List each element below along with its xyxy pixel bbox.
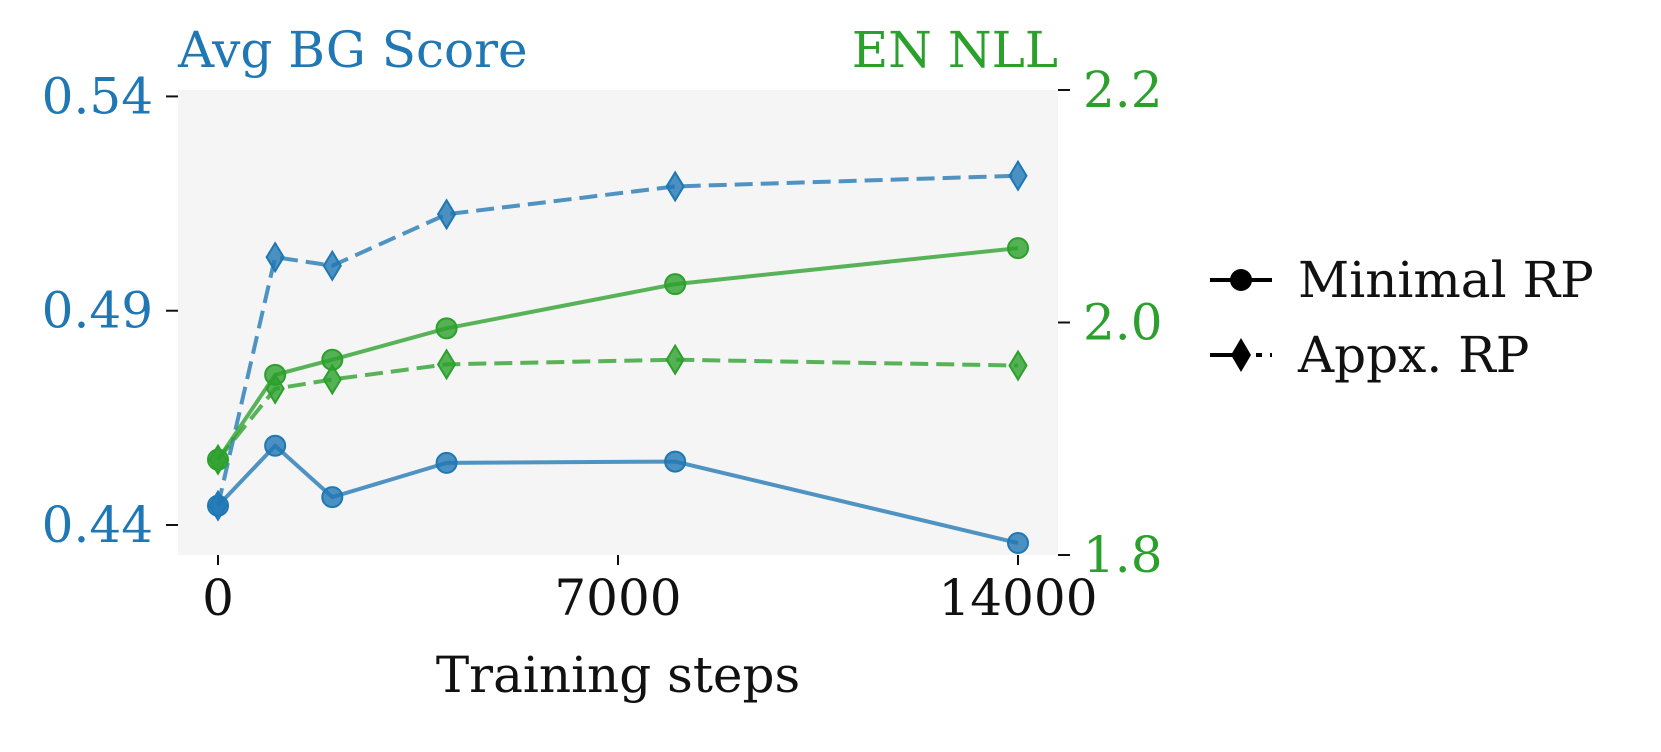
data-point <box>664 273 687 296</box>
legend-label: Minimal RP <box>1298 251 1594 309</box>
data-point <box>1007 532 1029 554</box>
y-left-tick-label: 0.49 <box>42 282 153 340</box>
data-point <box>265 241 285 274</box>
y-left-tick-label: 0.54 <box>42 67 153 125</box>
legend-label: Appx. RP <box>1297 326 1529 384</box>
x-tick-label: 0 <box>202 569 234 627</box>
data-point <box>264 434 287 457</box>
plot-background <box>178 90 1058 555</box>
data-point <box>436 348 457 381</box>
data-point <box>322 249 342 282</box>
right-axis-title: EN NLL <box>852 21 1058 79</box>
data-point <box>665 170 685 203</box>
data-point <box>1008 349 1028 382</box>
data-point <box>208 443 228 476</box>
data-point <box>435 451 458 474</box>
legend: Minimal RP Appx. RP <box>1210 251 1594 384</box>
series-line <box>216 357 1019 461</box>
data-point <box>1008 159 1028 192</box>
x-tick-label: 14000 <box>938 569 1097 627</box>
y-right-tick-label: 1.8 <box>1083 526 1163 584</box>
data-point <box>322 363 342 396</box>
data-point <box>664 450 687 473</box>
data-point <box>208 489 228 522</box>
data-point <box>265 372 285 405</box>
series-0 <box>207 434 1029 554</box>
series-1 <box>208 159 1028 522</box>
legend-marker <box>1230 269 1252 291</box>
y-right-tick-label: 2.2 <box>1083 61 1163 119</box>
x-axis-title: Training steps <box>436 646 800 704</box>
left-axis-title: Avg BG Score <box>177 21 528 79</box>
data-point <box>436 198 457 231</box>
y-right-tick-label: 2.0 <box>1083 294 1163 352</box>
chart-marks <box>207 159 1029 554</box>
series-line <box>216 443 1019 545</box>
series-line <box>216 173 1019 507</box>
data-point <box>435 317 458 340</box>
legend-entry: Appx. RP <box>1210 326 1529 384</box>
legend-marker <box>1231 338 1251 372</box>
x-tick-label: 7000 <box>554 569 681 627</box>
data-point <box>665 343 685 376</box>
y-left-tick-label: 0.44 <box>42 496 153 554</box>
data-point <box>1007 237 1029 260</box>
series-3 <box>208 343 1028 476</box>
data-point <box>321 486 344 509</box>
legend-entry: Minimal RP <box>1210 251 1594 309</box>
